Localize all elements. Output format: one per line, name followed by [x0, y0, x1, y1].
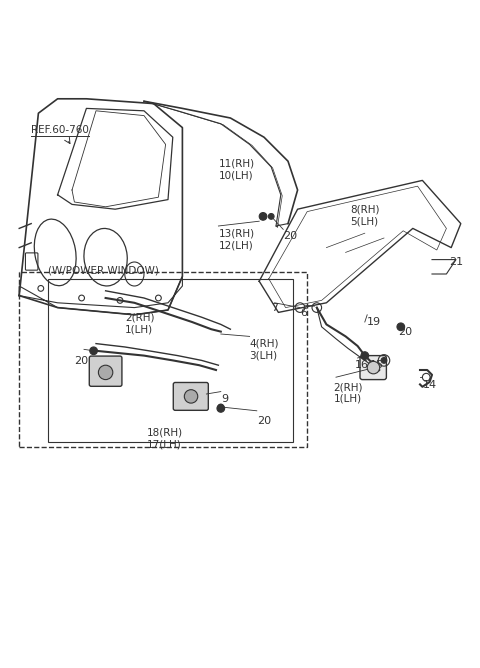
- Circle shape: [90, 347, 97, 355]
- Circle shape: [259, 212, 267, 220]
- Text: 20: 20: [74, 355, 88, 365]
- Text: 4(RH)
3(LH): 4(RH) 3(LH): [250, 339, 279, 361]
- FancyBboxPatch shape: [89, 356, 122, 386]
- Circle shape: [397, 323, 405, 331]
- Bar: [19, 272, 307, 447]
- Text: 16: 16: [355, 361, 369, 370]
- Circle shape: [218, 404, 224, 410]
- FancyBboxPatch shape: [173, 383, 208, 410]
- Text: (W/POWER WINDOW): (W/POWER WINDOW): [48, 265, 159, 275]
- Bar: [48, 279, 293, 442]
- Text: 14: 14: [422, 379, 436, 389]
- Circle shape: [184, 389, 198, 403]
- Text: 19: 19: [367, 317, 381, 327]
- Circle shape: [268, 214, 274, 219]
- Circle shape: [381, 357, 387, 363]
- Text: 11(RH)
10(LH): 11(RH) 10(LH): [218, 159, 254, 180]
- Text: 8(RH)
5(LH): 8(RH) 5(LH): [350, 204, 380, 226]
- Text: 20: 20: [398, 327, 412, 337]
- Text: REF.60-760: REF.60-760: [31, 125, 89, 135]
- Text: 2(RH)
1(LH): 2(RH) 1(LH): [125, 313, 154, 334]
- Text: 20: 20: [283, 231, 297, 240]
- Circle shape: [98, 365, 113, 379]
- Text: 2(RH)
1(LH): 2(RH) 1(LH): [334, 382, 363, 403]
- Circle shape: [361, 352, 369, 359]
- Text: 15: 15: [370, 361, 384, 370]
- Text: 6: 6: [300, 307, 307, 317]
- Circle shape: [367, 361, 380, 374]
- Text: 21: 21: [449, 257, 463, 267]
- Circle shape: [217, 405, 225, 412]
- Text: 9: 9: [221, 394, 228, 404]
- Text: 7: 7: [271, 303, 278, 313]
- Text: 18(RH)
17(LH): 18(RH) 17(LH): [146, 428, 182, 449]
- Text: 13(RH)
12(LH): 13(RH) 12(LH): [218, 228, 254, 250]
- Text: 20: 20: [257, 415, 271, 426]
- Circle shape: [260, 214, 266, 219]
- FancyBboxPatch shape: [360, 355, 386, 379]
